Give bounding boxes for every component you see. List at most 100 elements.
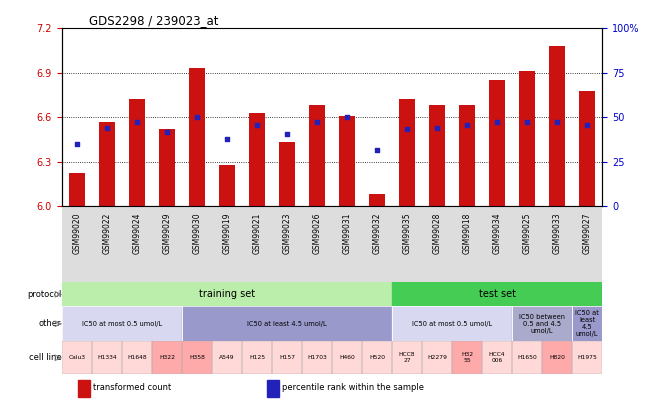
Point [492,118,503,125]
Bar [392,306,512,341]
Text: H1975: H1975 [577,355,597,360]
Text: Calu3: Calu3 [68,355,85,360]
Text: protocol: protocol [27,290,61,299]
Bar [78,379,90,397]
Text: GSM99030: GSM99030 [193,212,201,254]
Bar [62,306,182,341]
Bar [249,113,265,206]
Bar [92,341,122,374]
Bar [129,100,145,206]
Bar [572,306,602,341]
Text: IC50 between
0.5 and 4.5
umol/L: IC50 between 0.5 and 4.5 umol/L [519,314,565,334]
Point [372,147,382,153]
Text: GSM99024: GSM99024 [132,212,141,254]
Bar [62,306,182,341]
Text: IC50 at most 0.5 umol/L: IC50 at most 0.5 umol/L [412,321,492,327]
Text: training set: training set [199,289,255,299]
Bar [279,143,296,206]
Text: other: other [39,319,61,328]
Bar [392,341,422,374]
Bar [182,306,392,341]
Bar [159,129,175,206]
Bar [302,341,332,374]
Text: cell line: cell line [29,353,61,362]
Bar [399,100,415,206]
Bar [272,341,302,374]
Bar [182,341,212,374]
Bar [152,341,182,374]
Bar [572,306,602,341]
Point [522,118,533,125]
Bar [482,341,512,374]
Text: H32
55: H32 55 [461,352,473,363]
Bar [68,173,85,206]
Bar [392,282,602,306]
Point [312,118,322,125]
Text: H460: H460 [339,355,355,360]
Text: GSM99026: GSM99026 [312,212,322,254]
Text: test set: test set [478,289,516,299]
Text: HCC4
006: HCC4 006 [489,352,505,363]
Bar [579,91,596,206]
Point [102,124,112,131]
Text: H1703: H1703 [307,355,327,360]
Bar [482,341,512,374]
Text: GSM99022: GSM99022 [102,212,111,254]
Text: GSM99035: GSM99035 [402,212,411,254]
Text: GSM99021: GSM99021 [253,212,262,254]
Text: IC50 at least 4.5 umol/L: IC50 at least 4.5 umol/L [247,321,327,327]
Text: percentile rank within the sample: percentile rank within the sample [283,383,424,392]
Text: IC50 at
least
4.5
umol/L: IC50 at least 4.5 umol/L [575,310,599,337]
Bar [362,341,392,374]
Point [402,126,412,132]
Text: GSM99034: GSM99034 [493,212,502,254]
Bar [549,46,566,206]
Bar [362,341,392,374]
Text: GSM99029: GSM99029 [162,212,171,254]
Text: H125: H125 [249,355,265,360]
Text: GSM99018: GSM99018 [463,212,471,254]
Bar [62,282,392,306]
Bar [572,341,602,374]
Bar [272,341,302,374]
Text: GSM99028: GSM99028 [432,212,441,254]
Bar [332,341,362,374]
Bar [452,341,482,374]
Bar [182,306,392,341]
Bar [122,341,152,374]
Text: HCC8
27: HCC8 27 [399,352,415,363]
Point [462,122,473,128]
Bar [489,80,505,206]
Point [191,114,202,120]
Bar [98,122,115,206]
Text: GDS2298 / 239023_at: GDS2298 / 239023_at [89,14,218,27]
Text: H1334: H1334 [97,355,117,360]
Bar [422,341,452,374]
Text: H520: H520 [369,355,385,360]
Bar [212,341,242,374]
Bar [422,341,452,374]
Text: GSM99032: GSM99032 [372,212,381,254]
Bar [332,341,362,374]
Bar [459,105,475,206]
Bar [392,341,422,374]
Point [552,118,562,125]
Bar [392,306,512,341]
Bar [219,164,235,206]
Text: transformed count: transformed count [93,383,171,392]
Bar [512,306,572,341]
Bar [242,341,272,374]
Point [132,118,142,125]
Bar [519,71,535,206]
Point [72,141,82,147]
Text: H820: H820 [549,355,565,360]
Bar [542,341,572,374]
Bar [62,341,92,374]
Bar [429,105,445,206]
Text: GSM99025: GSM99025 [523,212,532,254]
Bar [339,116,355,206]
Bar [122,341,152,374]
Text: H358: H358 [189,355,205,360]
Text: H1650: H1650 [518,355,537,360]
Text: GSM99023: GSM99023 [283,212,292,254]
